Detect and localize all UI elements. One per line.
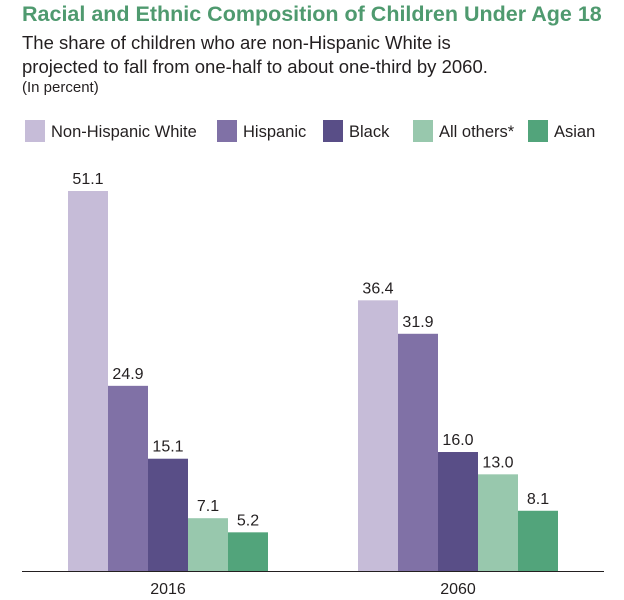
chart-subtitle: The share of children who are non-Hispan… bbox=[22, 31, 622, 79]
data-label: 16.0 bbox=[442, 432, 473, 449]
x-tick-label: 2016 bbox=[150, 581, 186, 598]
legend-swatch bbox=[217, 120, 237, 142]
bar bbox=[68, 191, 108, 571]
legend-swatch bbox=[25, 120, 45, 142]
data-label: 36.4 bbox=[362, 280, 393, 297]
data-label: 8.1 bbox=[527, 491, 549, 508]
data-label: 7.1 bbox=[197, 498, 219, 515]
bar bbox=[188, 518, 228, 571]
legend-label: Asian bbox=[554, 123, 595, 141]
legend-label: All others* bbox=[439, 123, 515, 141]
chart-title: Racial and Ethnic Composition of Childre… bbox=[22, 2, 602, 26]
bar bbox=[228, 532, 268, 571]
data-label: 15.1 bbox=[152, 439, 183, 456]
bar bbox=[478, 474, 518, 571]
data-label: 5.2 bbox=[237, 512, 259, 529]
data-label: 31.9 bbox=[402, 314, 433, 331]
bar bbox=[438, 452, 478, 571]
legend-label: Black bbox=[349, 123, 390, 141]
bar bbox=[148, 458, 188, 571]
subtitle-line: projected to fall from one-half to about… bbox=[22, 56, 488, 77]
data-label: 13.0 bbox=[482, 454, 513, 471]
chart-units: (In percent) bbox=[22, 79, 99, 96]
x-tick-label: 2060 bbox=[440, 581, 476, 598]
bar bbox=[358, 300, 398, 571]
bar bbox=[398, 333, 438, 571]
data-label: 51.1 bbox=[72, 171, 103, 188]
bar bbox=[518, 510, 558, 571]
legend-swatch bbox=[323, 120, 343, 142]
legend-label: Hispanic bbox=[243, 123, 306, 141]
legend-label: Non-Hispanic White bbox=[51, 123, 197, 141]
legend-swatch bbox=[528, 120, 548, 142]
bar bbox=[108, 385, 148, 571]
legend-swatch bbox=[413, 120, 433, 142]
subtitle-line: The share of children who are non-Hispan… bbox=[22, 32, 451, 53]
data-label: 24.9 bbox=[112, 366, 143, 383]
